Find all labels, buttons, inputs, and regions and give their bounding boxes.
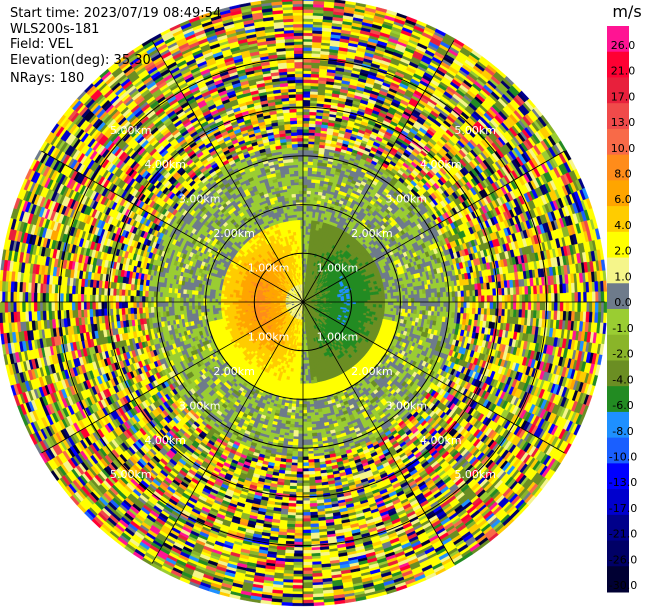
start-time-label: Start time: 2023/07/19 08:49:54 (10, 6, 222, 21)
azimuth-spoke (151, 40, 304, 303)
colorbar-tick-label: 8.0 (614, 168, 632, 181)
colorbar-swatch (607, 437, 629, 464)
instrument-label: WLS200s-181 (10, 22, 100, 37)
range-ring-label: 1.00km (317, 330, 359, 343)
colorbar-tick-label: -30.0 (609, 579, 637, 592)
colorbar-swatch (607, 206, 629, 233)
colorbar-tick-label: 26.0 (611, 39, 636, 52)
range-ring-label: 2.00km (213, 365, 255, 378)
colorbar-tick-label: -13.0 (609, 476, 637, 489)
field-label: Field: VEL (10, 37, 73, 52)
colorbar-tick-label: -26.0 (609, 553, 637, 566)
colorbar-tick-label: -2.0 (612, 348, 633, 361)
colorbar-tick-label: 21.0 (611, 65, 636, 78)
range-ring-label: 4.00km (144, 434, 186, 447)
azimuth-spoke (302, 150, 565, 303)
range-ring-label: 5.00km (110, 468, 152, 481)
colorbar-swatch (607, 128, 629, 156)
colorbar-swatch (607, 103, 629, 130)
colorbar-tick-label: 10.0 (611, 142, 636, 155)
range-ring-label: 1.00km (248, 262, 290, 275)
colorbar-tick-label: 4.0 (614, 219, 632, 232)
colorbar-swatch (607, 180, 629, 207)
colorbar-tick-label: 13.0 (611, 116, 636, 129)
colorbar-swatch (607, 154, 629, 181)
colorbar-swatch (607, 26, 629, 53)
azimuth-spoke (302, 301, 565, 454)
range-ring-label: 5.00km (454, 124, 496, 137)
azimuth-spoke (302, 301, 455, 564)
colorbar-tick-label: -10.0 (609, 451, 637, 464)
colorbar-swatch (607, 51, 629, 78)
range-ring-label: 2.00km (351, 227, 393, 240)
colorbar-tick-label: -8.0 (612, 425, 633, 438)
range-ring-label: 2.00km (351, 365, 393, 378)
range-ring-label: 4.00km (420, 434, 462, 447)
colorbar-swatch (607, 411, 629, 439)
azimuth-spoke (41, 150, 304, 303)
azimuth-spoke (41, 301, 304, 454)
colorbar-tick-label: 6.0 (614, 193, 632, 206)
range-ring-label: 3.00km (179, 399, 221, 412)
range-ring-label: 5.00km (454, 468, 496, 481)
colorbar-swatch (607, 360, 629, 387)
colorbar-swatch (607, 334, 629, 361)
velocity-cells (38, 6, 593, 589)
colorbar-tick-label: -17.0 (609, 502, 637, 515)
colorbar-swatch (607, 257, 629, 284)
colorbar-tick-label: -21.0 (609, 528, 637, 541)
colorbar-swatch (607, 489, 629, 516)
range-ring-label: 2.00km (213, 227, 255, 240)
azimuth-spoke (151, 301, 304, 564)
velocity-cells (12, 30, 599, 601)
range-ring-label: 1.00km (248, 330, 290, 343)
range-ring-label: 1.00km (317, 262, 359, 275)
colorbar-swatch (607, 77, 629, 104)
range-overlay: 1.00km 1.00km 1.00km 1.00km 2.00km 2.00km 2.00… (1, 0, 605, 604)
range-ring-label: 4.00km (144, 158, 186, 171)
nrays-label: NRays: 180 (10, 71, 85, 86)
colorbar-swatch (607, 231, 629, 259)
colorbar-tick-label: -4.0 (612, 373, 633, 386)
colorbar-swatch (607, 514, 629, 542)
range-ring-label: 3.00km (386, 399, 428, 412)
colorbar-swatch (607, 566, 629, 593)
colorbar-tick-label: 1.0 (614, 270, 632, 283)
colorbar-tick-label: 2.0 (614, 245, 632, 258)
elevation-label: Elevation(deg): 35.30 (10, 53, 151, 68)
colorbar-tick-label: 0.0 (614, 296, 632, 309)
azimuth-spoke (302, 40, 455, 303)
colorbar-tick-label: -6.0 (612, 399, 633, 412)
range-ring-label: 3.00km (179, 193, 221, 206)
colorbar-swatch (607, 309, 629, 336)
range-ring-label: 4.00km (420, 158, 462, 171)
colorbar-swatch (607, 283, 629, 310)
colorbar-unit: m/s (612, 2, 641, 21)
colorbar-tick-label: 17.0 (611, 90, 636, 103)
range-ring-label: 3.00km (386, 193, 428, 206)
colorbar-tick-label: -1.0 (612, 322, 633, 335)
colorbar: 26.0 21.0 17.0 13.0 10.0 8.0 6.0 4.0 2.0 1.0 0.0 -1… (607, 2, 642, 593)
colorbar-swatch (607, 386, 629, 413)
colorbar-swatch (607, 463, 629, 490)
range-ring-label: 5.00km (110, 124, 152, 137)
colorbar-swatch (607, 540, 629, 567)
